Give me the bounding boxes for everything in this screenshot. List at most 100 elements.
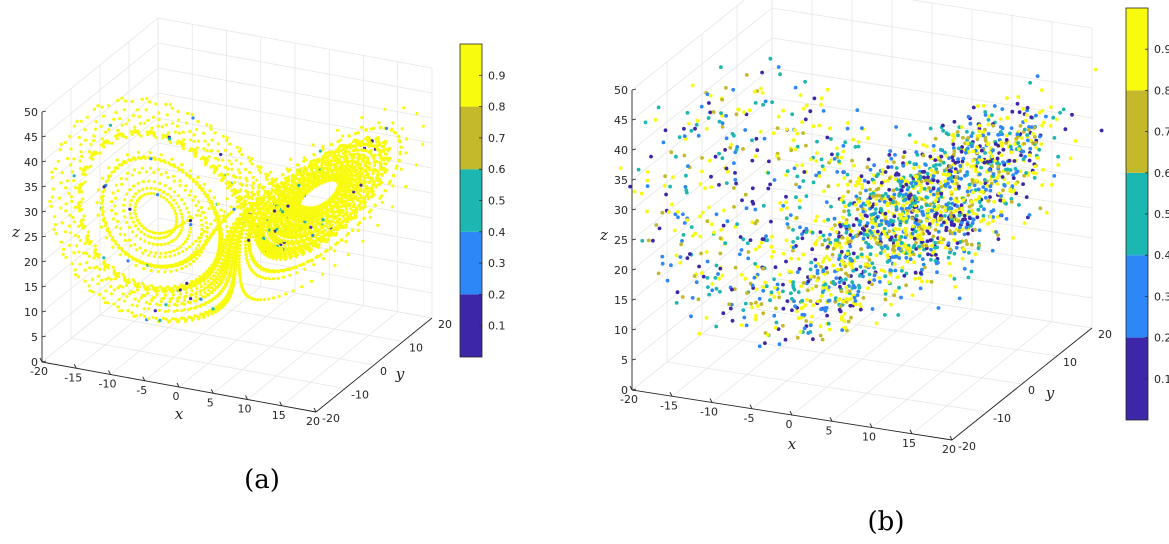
data-point [85, 261, 88, 264]
data-point [166, 285, 169, 288]
data-point [140, 134, 143, 137]
data-point [141, 188, 144, 191]
data-point [158, 189, 161, 192]
data-point [244, 195, 247, 198]
data-point [312, 159, 315, 162]
data-point [310, 280, 313, 283]
data-point [794, 183, 798, 187]
data-point [80, 120, 83, 123]
data-point [836, 238, 840, 242]
data-point [337, 226, 340, 229]
data-point [218, 250, 221, 253]
data-point [132, 221, 135, 224]
data-point [229, 185, 232, 188]
data-point [318, 213, 321, 216]
data-point [732, 186, 736, 190]
data-point [400, 168, 403, 171]
data-point [356, 223, 359, 226]
data-point [706, 219, 710, 223]
data-point [352, 184, 355, 187]
data-point [368, 151, 371, 154]
data-point [196, 176, 199, 179]
data-point [314, 239, 317, 242]
data-point [162, 196, 165, 199]
data-point [168, 187, 171, 190]
data-point [240, 153, 243, 156]
data-point [271, 248, 274, 251]
data-point [127, 253, 130, 256]
data-point [775, 321, 779, 325]
data-point [391, 121, 394, 124]
data-point [329, 247, 332, 250]
data-point [162, 190, 165, 193]
data-point [290, 184, 293, 187]
data-point [208, 309, 211, 312]
data-point [256, 165, 259, 168]
data-point [397, 135, 400, 138]
data-point [180, 169, 183, 172]
data-point [188, 263, 191, 266]
colorbar-tick-label: 0.8 [488, 101, 506, 114]
data-point [404, 185, 407, 188]
data-point [377, 137, 380, 140]
data-point [355, 173, 358, 176]
data-point [113, 270, 116, 273]
data-point [107, 175, 110, 178]
data-point [274, 215, 277, 218]
data-point [336, 219, 339, 222]
data-point [271, 188, 274, 191]
data-point [747, 250, 751, 254]
data-point [271, 255, 274, 258]
data-point [987, 118, 991, 122]
data-point [392, 174, 395, 177]
data-point [330, 143, 333, 146]
data-point [323, 160, 326, 163]
data-point [100, 125, 103, 128]
data-point [795, 175, 799, 179]
data-point [119, 227, 122, 230]
data-point [852, 252, 856, 256]
data-point [245, 256, 248, 259]
x-axis-title: x [175, 405, 184, 423]
data-point [172, 163, 175, 166]
data-point [248, 248, 251, 251]
data-point [330, 205, 333, 208]
data-point [189, 190, 192, 193]
data-point [359, 187, 362, 190]
data-point [228, 246, 231, 249]
data-point [268, 182, 271, 185]
data-point [185, 248, 188, 251]
data-point [107, 128, 110, 131]
data-point [229, 256, 232, 259]
data-point [376, 144, 379, 147]
data-point [378, 183, 381, 186]
data-point [797, 257, 801, 261]
data-point [281, 173, 284, 176]
data-point [841, 216, 845, 220]
data-point [77, 250, 80, 253]
data-point [168, 288, 171, 291]
z-tick-label: 40 [24, 156, 38, 169]
data-point [735, 222, 739, 226]
data-point [226, 173, 229, 176]
data-point [234, 221, 237, 224]
data-point [1010, 110, 1014, 114]
data-point [286, 240, 289, 243]
data-point [58, 197, 61, 200]
data-point [307, 243, 310, 246]
data-point [141, 261, 144, 264]
data-point [263, 298, 266, 301]
data-point [1016, 102, 1020, 106]
data-point [324, 250, 327, 253]
data-point [921, 257, 925, 261]
data-point [241, 212, 244, 215]
data-point [203, 314, 206, 317]
data-point [384, 189, 387, 192]
data-point [155, 293, 158, 296]
data-point [273, 217, 276, 220]
data-point [834, 276, 838, 280]
data-point [267, 297, 270, 300]
data-point [268, 192, 271, 195]
data-point [787, 270, 791, 274]
data-point [223, 275, 226, 278]
